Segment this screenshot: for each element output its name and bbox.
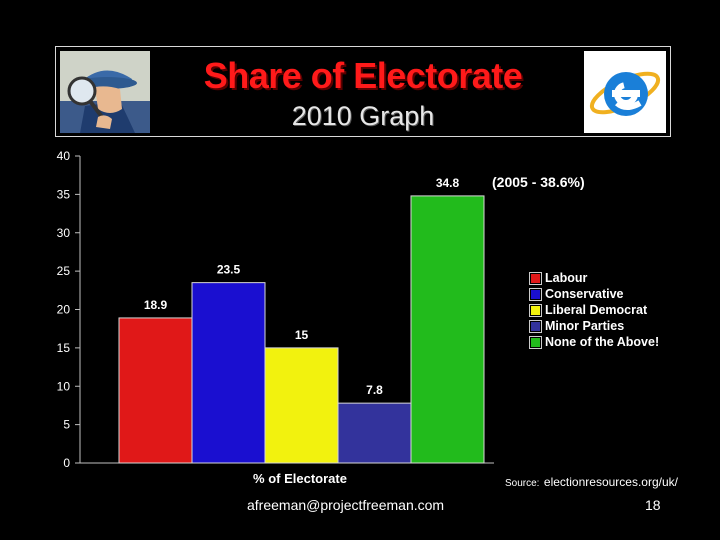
legend-item: None of the Above! <box>529 334 660 350</box>
data-label: 18.9 <box>144 298 168 312</box>
chart-title: Share of Electorate <box>203 55 523 96</box>
legend-item: Minor Parties <box>529 318 659 334</box>
source-prefix: Source: <box>505 478 540 489</box>
legend-label: Conservative <box>545 287 624 301</box>
legend-swatch <box>529 287 542 301</box>
bar-conservative <box>191 282 266 464</box>
chart-subtitle: 2010 Graph <box>291 101 435 131</box>
legend-swatch <box>529 271 542 285</box>
legend-swatch <box>529 335 542 349</box>
detective-illustration <box>60 51 150 133</box>
bar-none-of-the-above <box>410 195 485 464</box>
bars <box>118 195 485 464</box>
y-tick-label: 10 <box>57 379 71 393</box>
data-labels: 18.9 23.5 15 7.8 34.8 <box>144 176 460 397</box>
internet-explorer-icon <box>584 51 666 133</box>
legend-item: Conservative <box>529 286 659 302</box>
legend: Labour Conservative Liberal Democrat Minor … <box>529 270 660 350</box>
bar-minor-parties <box>337 402 412 464</box>
legend-swatch <box>529 303 542 317</box>
source-note: Source: electionresources.org/uk/ <box>505 473 678 491</box>
legend-swatch <box>529 319 542 333</box>
data-label: 7.8 <box>366 383 383 397</box>
annotation-2005: (2005 - 38.6%) <box>492 174 585 190</box>
data-label: 15 <box>295 328 309 342</box>
legend-label: None of the Above! <box>545 335 660 349</box>
y-tick-label: 0 <box>63 456 70 470</box>
y-tick-label: 20 <box>57 303 71 317</box>
y-tick-label: 25 <box>57 264 71 278</box>
y-tick-label: 40 <box>57 149 71 163</box>
source-url: electionresources.org/uk/ <box>543 475 678 489</box>
title-banner: Share of Electorate 2010 Graph <box>55 46 671 137</box>
data-label: 23.5 <box>217 263 241 277</box>
y-tick-label: 15 <box>57 341 71 355</box>
legend-label: Liberal Democrat <box>545 303 648 317</box>
page-number: 18 <box>645 497 661 513</box>
data-label: 34.8 <box>436 176 460 190</box>
legend-item: Liberal Democrat <box>529 302 659 318</box>
x-axis-label: % of Electorate <box>253 471 347 486</box>
y-tick-label: 30 <box>57 226 71 240</box>
legend-label: Labour <box>545 271 588 285</box>
legend-item: Labour <box>529 270 659 286</box>
author-email: afreeman@projectfreeman.com <box>247 497 445 513</box>
bar-liberal-democrat <box>264 347 339 464</box>
bar-labour <box>118 317 193 464</box>
legend-label: Minor Parties <box>545 319 625 333</box>
y-tick-label: 5 <box>63 418 70 432</box>
y-tick-label: 35 <box>57 187 71 201</box>
